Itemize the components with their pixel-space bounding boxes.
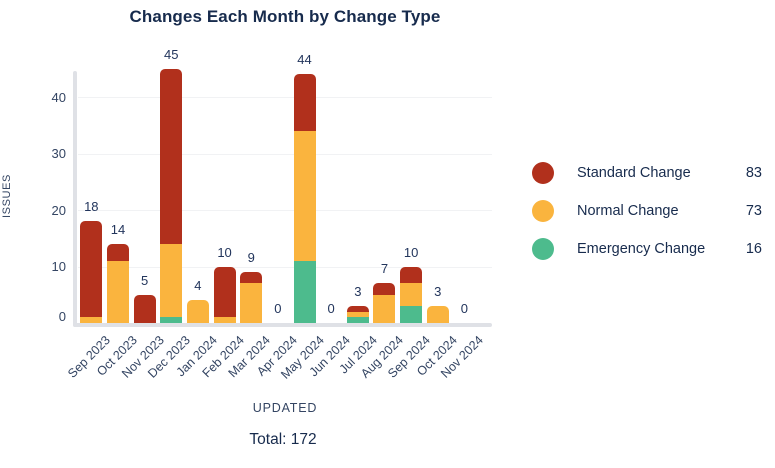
- y-axis-title: ISSUES: [1, 174, 13, 218]
- bar-dec-2023[interactable]: [160, 68, 183, 323]
- legend-label: Emergency Change: [577, 241, 706, 257]
- bar-segment-standard-change[interactable]: [133, 294, 156, 323]
- x-axis-line: [73, 323, 492, 327]
- bar-aug-2024[interactable]: [373, 283, 396, 323]
- bar-segment-emergency-change[interactable]: [293, 260, 316, 323]
- bar-value-label: 3: [354, 284, 362, 300]
- bar-value-label: 4: [194, 278, 202, 294]
- legend-label: Standard Change: [577, 165, 691, 181]
- bar-nov-2023[interactable]: [133, 294, 156, 323]
- bar-segment-normal-change[interactable]: [240, 283, 263, 323]
- bar-segment-standard-change[interactable]: [346, 306, 369, 312]
- bar-segment-standard-change[interactable]: [240, 272, 263, 284]
- bar-segment-standard-change[interactable]: [213, 266, 236, 318]
- bar-segment-standard-change[interactable]: [293, 74, 316, 131]
- bar-segment-normal-change[interactable]: [213, 317, 236, 323]
- emergency-change-swatch-icon: [532, 238, 554, 260]
- gridline-30: [78, 153, 492, 155]
- gridline-10: [78, 266, 492, 268]
- bar-segment-standard-change[interactable]: [400, 266, 423, 284]
- y-tick-30: 30: [51, 146, 66, 161]
- bar-value-label: 9: [247, 250, 255, 266]
- bar-value-label: 3: [434, 284, 442, 300]
- bar-segment-emergency-change[interactable]: [400, 306, 423, 323]
- bar-value-label: 0: [460, 301, 469, 316]
- bar-segment-standard-change[interactable]: [373, 283, 396, 295]
- legend-item-standard-change[interactable]: Standard Change 83: [532, 162, 762, 184]
- bar-may-2024[interactable]: [293, 74, 316, 323]
- bar-value-label: 18: [84, 199, 99, 215]
- bar-mar-2024[interactable]: [240, 272, 263, 323]
- standard-change-swatch-icon: [532, 162, 554, 184]
- legend-count: 83: [745, 165, 762, 181]
- bar-feb-2024[interactable]: [213, 266, 236, 323]
- legend-item-emergency-change[interactable]: Emergency Change 16: [532, 238, 762, 260]
- bar-jan-2024[interactable]: [186, 300, 209, 323]
- bar-segment-normal-change[interactable]: [293, 130, 316, 261]
- normal-change-swatch-icon: [532, 200, 554, 222]
- bar-segment-normal-change[interactable]: [426, 306, 449, 323]
- x-axis-title: UPDATED: [252, 401, 318, 415]
- bar-value-label: 5: [141, 272, 149, 288]
- gridline-40: [78, 97, 492, 98]
- legend-count: 73: [745, 203, 762, 219]
- legend-label: Normal Change: [577, 203, 679, 219]
- legend: Standard Change 83 Normal Change 73 Emer…: [532, 162, 762, 276]
- y-tick-0: 0: [58, 309, 66, 324]
- gridline-20: [78, 210, 492, 211]
- total-label: Total: 172: [249, 431, 317, 448]
- bar-value-label: 0: [327, 301, 335, 316]
- bar-segment-normal-change[interactable]: [80, 317, 103, 323]
- chart-title: Changes Each Month by Change Type: [129, 7, 441, 26]
- bar-sep-2024[interactable]: [400, 266, 423, 323]
- y-tick-10: 10: [51, 259, 66, 274]
- y-tick-20: 20: [51, 202, 66, 218]
- bar-value-label: 45: [164, 46, 179, 62]
- bar-segment-standard-change[interactable]: [80, 221, 103, 318]
- legend-count: 16: [745, 241, 762, 257]
- y-axis-line: [73, 71, 77, 327]
- bar-sep-2023[interactable]: [80, 221, 103, 323]
- bar-value-label: 7: [380, 261, 389, 277]
- bar-segment-normal-change[interactable]: [106, 260, 129, 323]
- bar-value-label: 14: [110, 221, 126, 237]
- bar-segment-emergency-change[interactable]: [160, 317, 183, 323]
- bar-segment-standard-change[interactable]: [106, 243, 129, 261]
- bar-oct-2024[interactable]: [426, 306, 449, 323]
- bar-segment-normal-change[interactable]: [346, 311, 369, 318]
- bar-segment-standard-change[interactable]: [160, 68, 183, 244]
- bar-segment-emergency-change[interactable]: [346, 317, 369, 323]
- bar-segment-normal-change[interactable]: [373, 294, 396, 323]
- bar-segment-normal-change[interactable]: [186, 300, 209, 323]
- bar-value-label: 10: [403, 244, 419, 260]
- bar-value-label: 0: [274, 301, 282, 316]
- bar-value-label: 10: [217, 244, 232, 260]
- bar-segment-normal-change[interactable]: [400, 283, 423, 307]
- bar-segment-normal-change[interactable]: [160, 243, 183, 318]
- bar-oct-2023[interactable]: [106, 243, 129, 323]
- bar-value-label: 44: [297, 52, 312, 68]
- y-tick-40: 40: [51, 89, 66, 105]
- bar-jul-2024[interactable]: [346, 306, 369, 323]
- legend-item-normal-change[interactable]: Normal Change 73: [532, 200, 762, 222]
